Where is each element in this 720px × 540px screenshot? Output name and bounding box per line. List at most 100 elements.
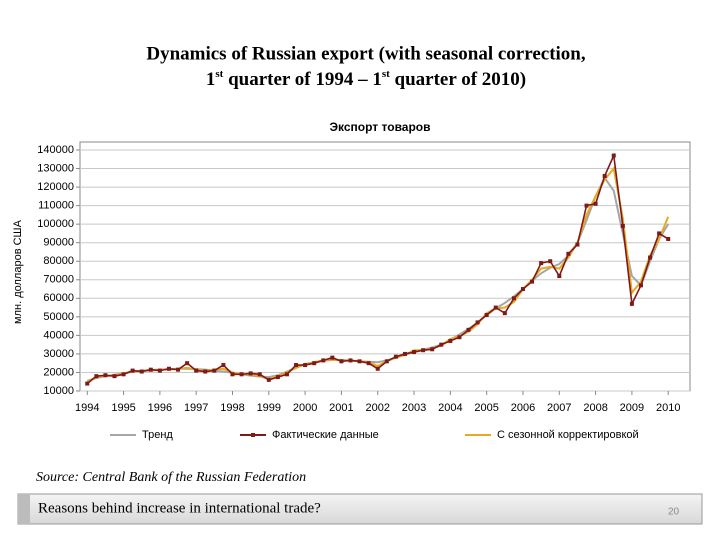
y-tick-label: 130000 <box>37 162 74 174</box>
data-point <box>539 261 544 266</box>
x-tick-label: 2005 <box>474 402 498 414</box>
data-point <box>194 368 199 373</box>
data-point <box>248 371 253 376</box>
slide-title-line1: Dynamics of Russian export (with seasona… <box>146 43 586 64</box>
title-part: quarter of 1994 – 1 <box>223 69 382 90</box>
y-tick-label: 120000 <box>37 181 74 193</box>
y-tick-label: 50000 <box>43 311 74 323</box>
series-line <box>86 166 670 383</box>
data-point <box>257 372 262 377</box>
x-tick-label: 1999 <box>257 402 281 414</box>
data-point <box>421 348 426 353</box>
data-point <box>402 351 407 356</box>
data-point <box>148 367 153 372</box>
title-part: 1 <box>206 69 216 90</box>
data-point <box>85 381 90 386</box>
x-tick-label: 2004 <box>438 402 462 414</box>
data-point <box>139 369 144 374</box>
x-tick-label: 2007 <box>547 402 571 414</box>
footer-accent <box>18 494 30 524</box>
data-point <box>502 311 507 316</box>
x-tick-label: 2010 <box>656 402 680 414</box>
data-point <box>94 374 99 379</box>
title-part: quarter of 2010) <box>390 69 526 90</box>
data-point <box>203 369 208 374</box>
legend-marker <box>251 433 255 437</box>
data-point <box>366 361 371 366</box>
page-number: 20 <box>668 507 680 518</box>
data-point <box>384 359 389 364</box>
y-tick-label: 140000 <box>37 144 74 156</box>
data-point <box>602 173 607 178</box>
y-tick-label: 110000 <box>38 200 74 212</box>
data-point <box>275 375 280 380</box>
data-point <box>130 368 135 373</box>
x-tick-label: 1997 <box>184 402 208 414</box>
data-point <box>530 279 535 284</box>
title-superscript: st <box>382 68 390 80</box>
data-point <box>121 372 126 377</box>
plot: 10000 20000 30000 40000 50000 60000 70000 80000… <box>37 141 691 441</box>
data-point <box>212 368 217 373</box>
y-tick-label: 80000 <box>43 255 74 267</box>
data-point <box>330 355 335 360</box>
data-point <box>294 363 299 368</box>
footer-text: Reasons behind increase in international… <box>38 500 321 516</box>
data-point <box>112 374 117 379</box>
x-tick-label: 1998 <box>220 402 244 414</box>
data-point <box>620 224 625 229</box>
y-tick-label: 70000 <box>43 274 74 286</box>
y-tick-label: 30000 <box>43 348 74 360</box>
data-point <box>339 359 344 364</box>
data-point <box>511 296 516 301</box>
data-point <box>611 153 616 158</box>
data-point <box>430 347 435 352</box>
data-point <box>284 372 289 377</box>
y-tick-label: 20000 <box>43 366 74 378</box>
data-point <box>484 312 489 317</box>
y-tick-label: 60000 <box>43 292 74 304</box>
data-point <box>629 301 634 306</box>
x-tick-label: 2009 <box>620 402 644 414</box>
y-tick-label: 100000 <box>37 218 74 230</box>
data-point <box>648 255 653 260</box>
data-point <box>103 373 108 378</box>
data-point <box>221 363 226 368</box>
legend-label: Фактические данные <box>272 429 379 441</box>
data-point <box>266 377 271 382</box>
data-point <box>166 366 171 371</box>
data-point <box>638 283 643 288</box>
data-point <box>185 361 190 366</box>
data-point <box>457 335 462 340</box>
data-point <box>393 354 398 359</box>
data-point <box>375 366 380 371</box>
data-point <box>348 358 353 363</box>
title-superscript: st <box>215 68 223 80</box>
data-point <box>548 259 553 264</box>
data-point <box>584 203 589 208</box>
y-tick-label: 10000 <box>43 385 74 397</box>
data-point <box>176 367 181 372</box>
data-point <box>475 320 480 325</box>
x-tick-label: 2001 <box>329 402 353 414</box>
data-point <box>321 358 326 363</box>
y-axis-label: млн. долларов США <box>12 219 24 324</box>
data-point <box>439 342 444 347</box>
data-point <box>157 368 162 373</box>
data-point <box>466 327 471 332</box>
slide-title-line2: 1st quarter of 1994 – 1st quarter of 201… <box>206 68 526 91</box>
source-note: Source: Central Bank of the Russian Fede… <box>36 470 306 485</box>
y-tick-label: 90000 <box>43 237 74 249</box>
data-point <box>557 274 562 279</box>
legend-label: С сезонной корректировкой <box>497 429 639 441</box>
data-point <box>520 287 525 292</box>
data-point <box>303 363 308 368</box>
plot-area <box>79 141 691 392</box>
data-point <box>357 359 362 364</box>
data-point <box>230 372 235 377</box>
data-point <box>412 350 417 355</box>
x-tick-label: 2000 <box>293 402 317 414</box>
data-point <box>575 242 580 247</box>
x-tick-label: 2006 <box>511 402 535 414</box>
